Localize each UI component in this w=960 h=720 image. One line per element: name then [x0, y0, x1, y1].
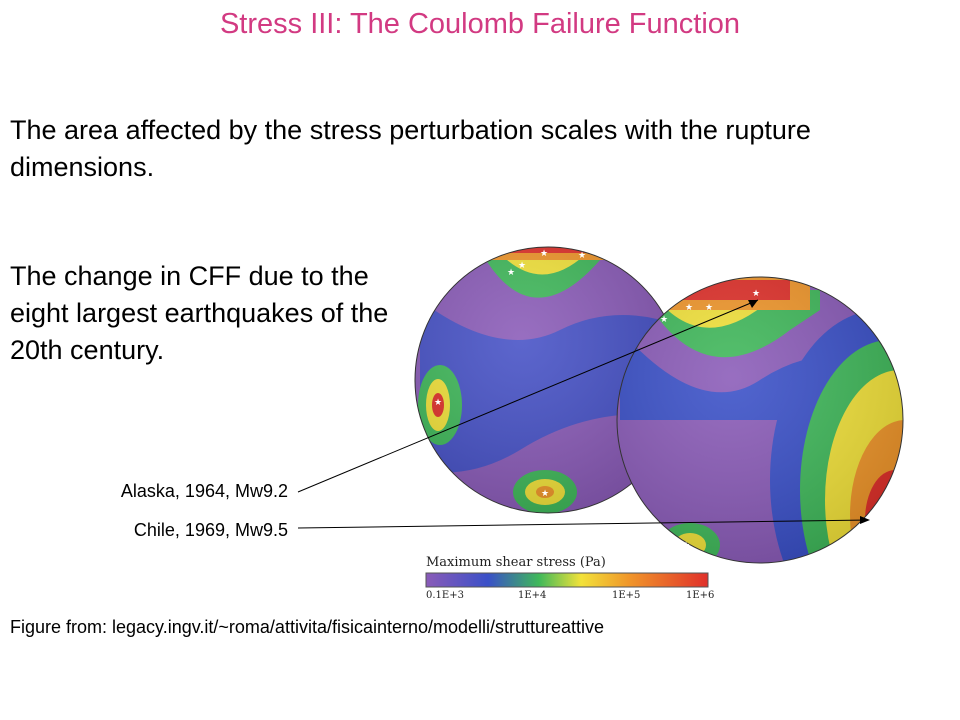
- svg-text:★: ★: [578, 251, 586, 261]
- colorbar-tick: 0.1E+3: [426, 590, 464, 601]
- svg-text:★: ★: [518, 261, 526, 271]
- globe-front: [617, 277, 903, 563]
- colorbar-tick: 1E+4: [518, 590, 547, 601]
- alaska-label: Alaska, 1964, Mw9.2: [120, 481, 288, 501]
- svg-text:★: ★: [705, 303, 713, 313]
- colorbar: [425, 572, 709, 588]
- intro-paragraph: The area affected by the stress perturba…: [10, 115, 811, 182]
- globe-back: [415, 247, 681, 513]
- svg-text:★: ★: [682, 541, 690, 551]
- cff-description: The change in CFF due to the eight large…: [10, 261, 389, 365]
- svg-text:★: ★: [685, 303, 693, 313]
- chile-pointer-line: [297, 519, 869, 529]
- epicenter-stars: ★★★ ★★★ ★★★ ★★★ ★: [434, 237, 876, 551]
- colorbar-tick: 1E+5: [612, 590, 641, 601]
- svg-text:★: ★: [608, 237, 616, 247]
- svg-text:★: ★: [507, 268, 515, 278]
- slide-title: Stress III: The Coulomb Failure Function: [219, 8, 741, 40]
- figure-caption: Figure from: legacy.ingv.it/~roma/attivi…: [10, 617, 605, 637]
- svg-text:★: ★: [868, 515, 876, 525]
- colorbar-title: Maximum shear stress (Pa): [426, 555, 606, 570]
- svg-text:★: ★: [540, 249, 548, 259]
- svg-text:★: ★: [752, 289, 760, 299]
- svg-text:★: ★: [660, 315, 668, 325]
- svg-text:★: ★: [541, 489, 549, 499]
- chile-label: Chile, 1969, Mw9.5: [133, 520, 288, 540]
- svg-text:★: ★: [434, 398, 442, 408]
- colorbar-tick: 1E+6: [686, 590, 715, 601]
